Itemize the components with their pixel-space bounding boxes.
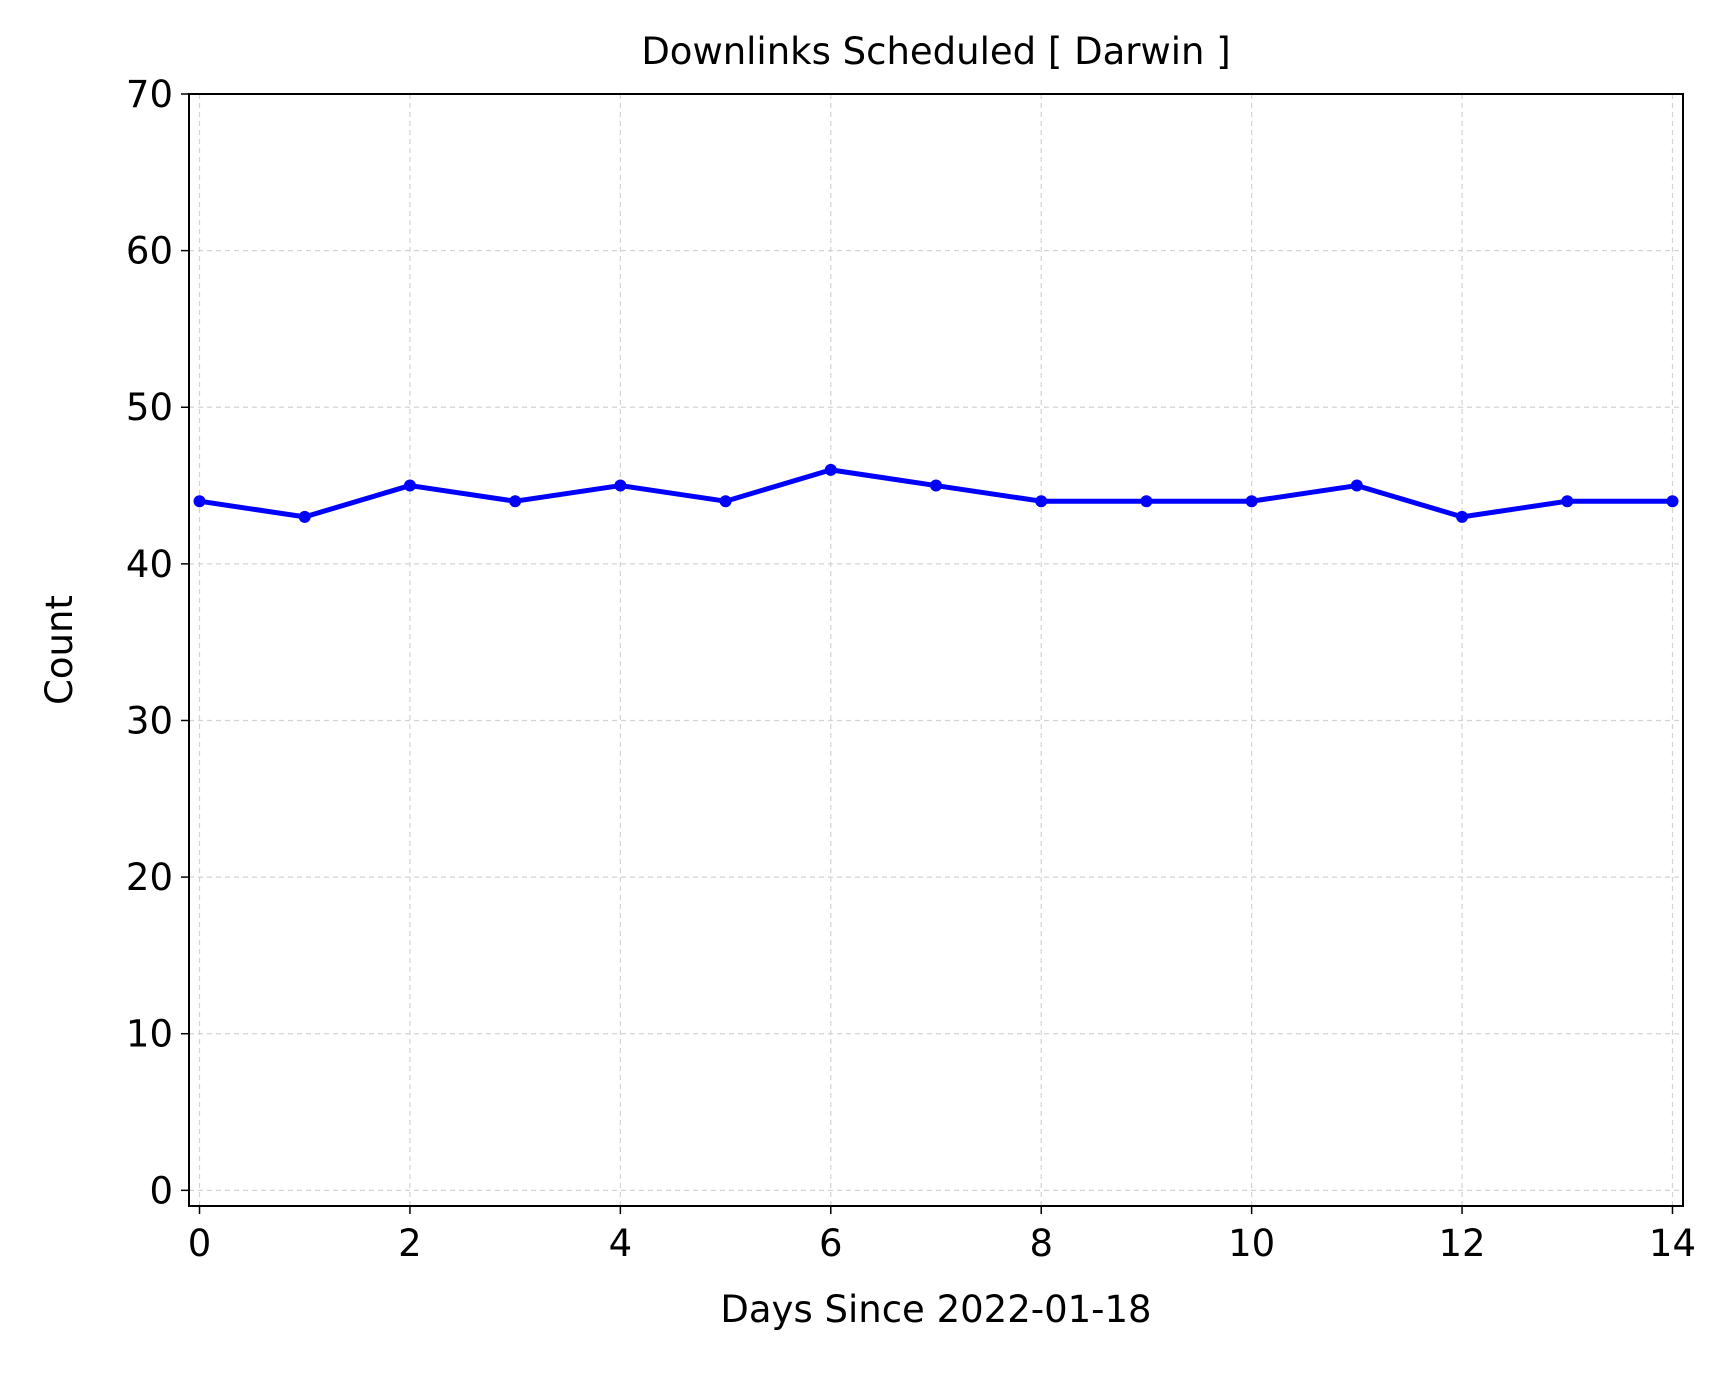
plot-frame (188, 93, 1684, 1207)
x-tick-label: 8 (1029, 1222, 1053, 1265)
y-tick-label: 10 (126, 1013, 173, 1056)
data-point (403, 479, 416, 492)
y-axis-title: Count (38, 595, 81, 705)
y-tick-label: 0 (149, 1169, 173, 1212)
data-point (1561, 495, 1574, 508)
x-tick-label: 4 (609, 1222, 633, 1265)
x-tick-label: 12 (1439, 1222, 1486, 1265)
y-tick-label: 50 (126, 386, 173, 429)
y-tick-label: 40 (126, 543, 173, 586)
series-layer (193, 463, 1679, 523)
data-point (1140, 495, 1153, 508)
y-tick-label: 20 (126, 856, 173, 899)
data-point (1456, 510, 1469, 523)
data-point (1035, 495, 1048, 508)
data-point (298, 510, 311, 523)
x-axis-ticks: 0 2 4 6 8 10 12 14 (188, 1206, 1696, 1265)
x-axis-title: Days Since 2022-01-18 (720, 1288, 1151, 1331)
y-tick-label: 30 (126, 699, 173, 742)
x-tick-label: 6 (819, 1222, 843, 1265)
data-point (719, 495, 732, 508)
y-tick-label: 70 (126, 73, 173, 116)
data-point (1350, 479, 1363, 492)
y-axis-ticks: 0 10 20 30 40 50 60 70 (126, 73, 189, 1212)
y-tick-label: 60 (126, 230, 173, 273)
data-point (930, 479, 942, 492)
data-point (824, 463, 837, 476)
chart-title: Downlinks Scheduled [ Darwin ] (641, 30, 1230, 73)
x-tick-label: 10 (1228, 1222, 1275, 1265)
data-point (193, 495, 206, 508)
x-tick-label: 2 (398, 1222, 422, 1265)
data-point (1666, 495, 1679, 508)
x-tick-label: 0 (188, 1222, 212, 1265)
x-tick-label: 14 (1649, 1222, 1696, 1265)
data-point (614, 479, 627, 492)
data-point (509, 495, 522, 508)
data-point (1245, 495, 1258, 508)
